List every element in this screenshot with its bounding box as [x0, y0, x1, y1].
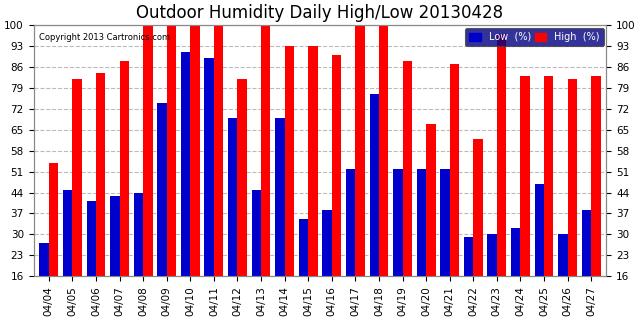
Bar: [157, 103, 167, 320]
Bar: [346, 169, 355, 320]
Bar: [450, 64, 459, 320]
Bar: [488, 234, 497, 320]
Bar: [591, 76, 600, 320]
Bar: [190, 25, 200, 320]
Bar: [582, 211, 591, 320]
Bar: [237, 79, 247, 320]
Bar: [252, 189, 261, 320]
Bar: [120, 61, 129, 320]
Bar: [204, 58, 214, 320]
Bar: [275, 118, 285, 320]
Bar: [72, 79, 82, 320]
Bar: [520, 76, 530, 320]
Bar: [228, 118, 237, 320]
Bar: [511, 228, 520, 320]
Bar: [134, 193, 143, 320]
Bar: [285, 46, 294, 320]
Bar: [261, 25, 271, 320]
Bar: [323, 211, 332, 320]
Bar: [568, 79, 577, 320]
Bar: [63, 189, 72, 320]
Bar: [403, 61, 412, 320]
Bar: [40, 243, 49, 320]
Bar: [332, 55, 341, 320]
Title: Outdoor Humidity Daily High/Low 20130428: Outdoor Humidity Daily High/Low 20130428: [136, 4, 504, 22]
Bar: [473, 139, 483, 320]
Bar: [426, 124, 436, 320]
Bar: [167, 25, 176, 320]
Bar: [369, 94, 379, 320]
Bar: [534, 184, 544, 320]
Bar: [110, 196, 120, 320]
Bar: [299, 220, 308, 320]
Bar: [214, 25, 223, 320]
Legend: Low  (%), High  (%): Low (%), High (%): [465, 28, 604, 46]
Bar: [86, 202, 96, 320]
Text: Copyright 2013 Cartronics.com: Copyright 2013 Cartronics.com: [39, 33, 170, 42]
Bar: [544, 76, 554, 320]
Bar: [440, 169, 450, 320]
Bar: [308, 46, 317, 320]
Bar: [464, 237, 473, 320]
Bar: [143, 25, 152, 320]
Bar: [355, 25, 365, 320]
Bar: [49, 163, 58, 320]
Bar: [96, 73, 106, 320]
Bar: [558, 234, 568, 320]
Bar: [393, 169, 403, 320]
Bar: [417, 169, 426, 320]
Bar: [181, 52, 190, 320]
Bar: [379, 25, 388, 320]
Bar: [497, 34, 506, 320]
